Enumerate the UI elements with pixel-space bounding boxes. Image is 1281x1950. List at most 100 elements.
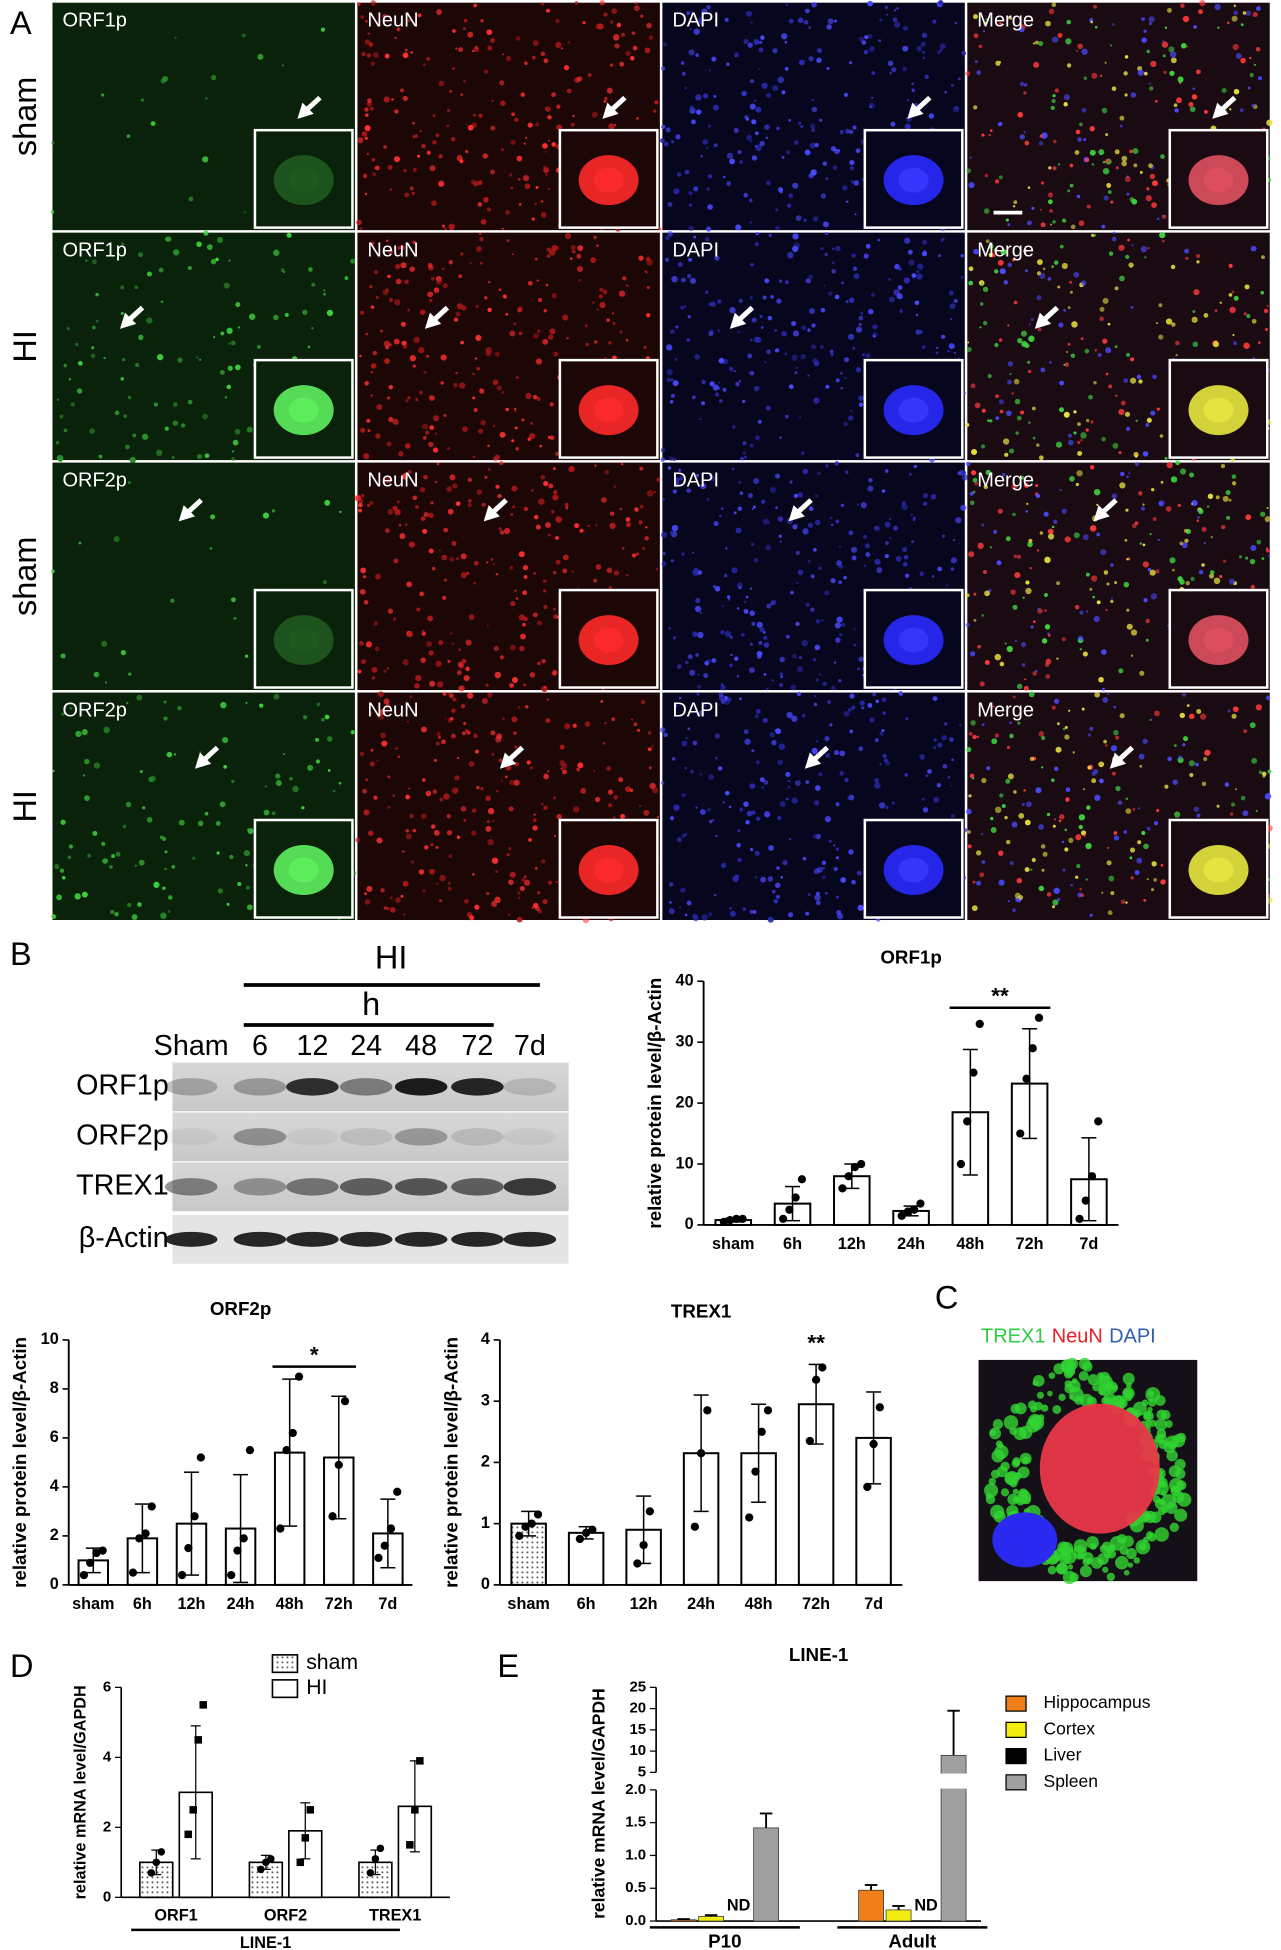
cell-signal xyxy=(1185,256,1189,261)
cell-signal xyxy=(662,498,665,501)
cell-signal xyxy=(113,535,120,543)
cell-signal xyxy=(853,180,860,186)
cell-signal xyxy=(543,773,549,780)
cell-signal xyxy=(404,192,410,198)
cell-signal xyxy=(199,358,202,361)
data-point xyxy=(857,1159,866,1169)
inset-nucleus xyxy=(593,167,624,193)
cell-signal xyxy=(751,155,758,161)
cell-signal xyxy=(520,92,526,97)
cell-signal xyxy=(216,236,224,243)
cell-signal xyxy=(819,673,822,676)
cell-signal xyxy=(494,896,501,904)
cell-signal xyxy=(1170,57,1177,64)
cell-signal xyxy=(1035,787,1042,794)
cell-signal xyxy=(743,600,747,604)
cell-signal xyxy=(134,864,137,867)
cell-signal xyxy=(938,0,944,6)
cell-signal xyxy=(1123,581,1130,588)
channel-label: DAPI xyxy=(672,10,719,32)
cell-signal xyxy=(576,266,584,273)
cell-signal xyxy=(1009,16,1013,20)
blot-treatment: HI xyxy=(375,940,408,976)
data-point xyxy=(521,1522,530,1531)
cell-signal xyxy=(999,661,1005,667)
cell-signal xyxy=(538,498,545,505)
cell-signal xyxy=(629,55,635,61)
cell-signal xyxy=(1121,155,1128,162)
cell-signal xyxy=(750,338,753,342)
cell-signal xyxy=(387,274,391,279)
group-label: LINE-1 xyxy=(240,1934,291,1950)
cell-signal xyxy=(371,241,375,245)
cell-signal xyxy=(1102,167,1110,175)
cell-signal xyxy=(749,443,754,448)
cell-signal xyxy=(1077,137,1082,142)
cell-signal xyxy=(95,292,99,297)
cell-signal xyxy=(234,364,241,371)
cell-signal xyxy=(564,723,571,730)
cell-signal xyxy=(968,182,975,189)
cell-signal xyxy=(1136,857,1143,864)
panel-label: A xyxy=(10,5,32,41)
cell-signal xyxy=(673,188,680,195)
trex1-signal xyxy=(988,1477,996,1486)
cell-signal xyxy=(355,837,361,843)
cell-signal xyxy=(481,502,486,507)
cell-signal xyxy=(826,67,830,71)
cell-signal xyxy=(499,80,505,86)
cell-signal xyxy=(480,787,484,791)
x-tick-label: 24h xyxy=(687,1595,715,1613)
cell-signal xyxy=(1245,556,1249,560)
trex1-signal xyxy=(985,1493,992,1500)
cell-signal xyxy=(438,154,443,159)
cell-signal xyxy=(1087,765,1092,770)
cell-signal xyxy=(621,32,626,37)
cell-signal xyxy=(737,582,743,588)
cell-signal xyxy=(918,330,923,334)
data-point xyxy=(732,1214,741,1223)
cell-signal xyxy=(307,764,314,771)
cell-signal xyxy=(799,59,805,66)
cell-signal xyxy=(1260,511,1266,517)
cell-signal xyxy=(1012,908,1016,912)
cell-signal xyxy=(695,572,699,576)
bar xyxy=(698,1916,724,1922)
cell-signal xyxy=(1186,704,1190,707)
cell-signal xyxy=(892,17,898,23)
cell-signal xyxy=(712,585,717,589)
cell-signal xyxy=(1018,812,1025,819)
cell-signal xyxy=(384,476,392,484)
cell-signal xyxy=(739,160,744,165)
cell-signal xyxy=(689,27,692,31)
data-point xyxy=(374,1553,383,1563)
cell-signal xyxy=(979,302,984,306)
cell-signal xyxy=(1142,451,1149,457)
legend-label: Hippocampus xyxy=(1044,1692,1151,1712)
cell-signal xyxy=(394,299,401,306)
cell-signal xyxy=(692,740,698,746)
cell-signal xyxy=(1059,244,1064,249)
cell-signal xyxy=(63,363,67,368)
cell-signal xyxy=(375,573,381,580)
cell-signal xyxy=(1118,451,1122,455)
cell-signal xyxy=(1105,372,1109,376)
cell-signal xyxy=(749,370,754,376)
cell-signal xyxy=(884,5,889,10)
cell-signal xyxy=(247,827,254,835)
cell-signal xyxy=(138,252,144,258)
cell-signal xyxy=(604,356,607,359)
cell-signal xyxy=(1189,106,1196,113)
cell-signal xyxy=(327,736,333,742)
cell-signal xyxy=(1214,3,1221,11)
chart-title: TREX1 xyxy=(671,1300,731,1321)
cell-signal xyxy=(614,123,617,127)
trex1-signal xyxy=(1098,1387,1106,1396)
cell-signal xyxy=(811,747,818,755)
panel-label: E xyxy=(497,1648,519,1684)
cell-signal xyxy=(1087,733,1091,737)
cell-signal xyxy=(550,509,555,514)
cell-signal xyxy=(1039,272,1046,279)
cell-signal xyxy=(126,702,129,705)
